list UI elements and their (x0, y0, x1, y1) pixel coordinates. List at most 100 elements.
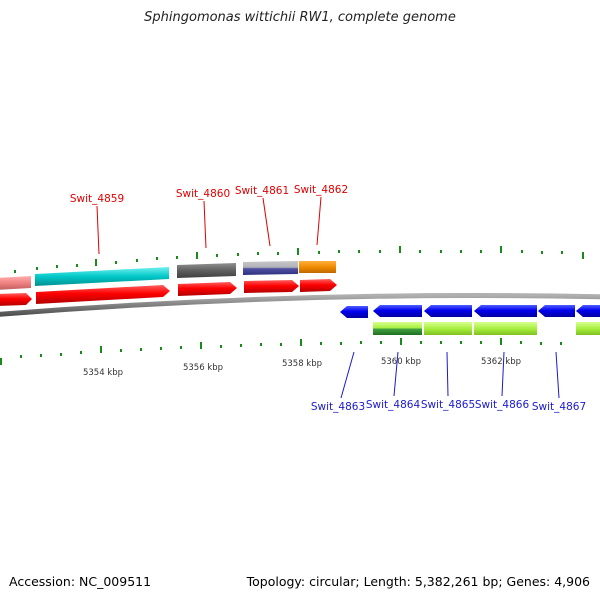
gene-label-swit-4859[interactable]: Swit_4859 (70, 193, 124, 205)
cds-arrow-swit-4863[interactable] (340, 306, 368, 318)
gene-label-swit-4865[interactable]: Swit_4865 (421, 399, 475, 411)
tick-mark (300, 339, 302, 346)
tick-mark (277, 252, 279, 255)
tick-mark (358, 250, 360, 253)
tick-mark (399, 246, 401, 253)
cds-arrow[interactable] (0, 293, 32, 306)
tick-mark (297, 248, 299, 255)
label-leader (340, 351, 355, 399)
tick-mark (20, 355, 22, 358)
tick-mark (140, 348, 142, 351)
tick-mark (480, 250, 482, 253)
gene-block-swit-4859[interactable] (35, 267, 169, 286)
tick-mark (318, 251, 320, 254)
tick-mark (240, 344, 242, 347)
ruler-label: 5360 kbp (381, 357, 421, 367)
gene-label-swit-4866[interactable]: Swit_4866 (475, 399, 530, 411)
accession-text: Accession: NC_009511 (9, 574, 152, 589)
tick-mark (320, 342, 322, 345)
tick-mark (520, 341, 522, 344)
cds-arrow-swit-4862[interactable] (300, 279, 337, 292)
gene-label-swit-4860[interactable]: Swit_4860 (176, 188, 230, 200)
tick-mark (561, 251, 563, 254)
label-leader (555, 351, 560, 399)
gene-block-swit-4866[interactable] (474, 322, 537, 335)
tick-mark (440, 250, 442, 253)
tick-mark (360, 341, 362, 344)
tick-mark (460, 341, 462, 344)
tick-mark (541, 251, 543, 254)
gene-block-swit-4865[interactable] (424, 322, 472, 335)
tick-mark (400, 338, 402, 345)
cds-arrow[interactable] (576, 305, 600, 317)
tick-mark (115, 261, 117, 264)
tick-mark (500, 338, 502, 345)
tick-mark (420, 341, 422, 344)
ruler-label: 5358 kbp (282, 359, 322, 369)
label-leader (262, 197, 271, 247)
cds-arrow-swit-4866[interactable] (474, 305, 537, 317)
tick-mark (0, 358, 2, 365)
tick-mark (500, 246, 502, 253)
label-leader (316, 196, 322, 246)
tick-mark (419, 250, 421, 253)
tick-mark (379, 250, 381, 253)
tick-mark (220, 345, 222, 348)
tick-mark (156, 257, 158, 260)
tick-mark (582, 252, 584, 259)
ruler-label: 5356 kbp (183, 363, 223, 373)
gene-block-swit-4860[interactable] (177, 263, 236, 278)
gene-block[interactable] (0, 276, 31, 290)
gene-block-swit-4867[interactable] (576, 322, 600, 335)
tick-mark (521, 250, 523, 253)
ruler-label: 5354 kbp (83, 368, 123, 378)
tick-mark (36, 267, 38, 270)
reverse-cds-track (340, 305, 600, 318)
gene-label-swit-4864[interactable]: Swit_4864 (366, 399, 421, 411)
tick-mark (60, 353, 62, 356)
gene-label-swit-4862[interactable]: Swit_4862 (294, 184, 348, 196)
tick-mark (40, 354, 42, 357)
tick-mark (257, 252, 259, 255)
tick-mark (340, 342, 342, 345)
cds-arrow-swit-4865[interactable] (424, 305, 472, 317)
tick-mark (560, 342, 562, 345)
cds-arrow-swit-4864[interactable] (373, 305, 422, 317)
map-title: Sphingomonas wittichii RW1, complete gen… (144, 10, 456, 25)
inner-tick-row (0, 338, 562, 365)
gene-label-swit-4867[interactable]: Swit_4867 (532, 401, 586, 413)
tick-mark (180, 346, 182, 349)
cds-arrow-swit-4859[interactable] (36, 285, 170, 304)
tick-mark (120, 349, 122, 352)
tick-mark (14, 270, 16, 273)
label-leader (96, 205, 100, 255)
tick-mark (338, 250, 340, 253)
cds-arrow-swit-4867[interactable] (538, 305, 575, 317)
tick-mark (160, 347, 162, 350)
reverse-gene-labels: Swit_4863 Swit_4864 Swit_4865 Swit_4866 … (311, 351, 586, 413)
tick-mark (136, 259, 138, 262)
tick-mark (237, 253, 239, 256)
label-leader (501, 351, 505, 397)
forward-cds-track (0, 279, 337, 306)
tick-mark (460, 250, 462, 253)
cds-arrow-swit-4861[interactable] (244, 280, 299, 293)
gene-label-swit-4861[interactable]: Swit_4861 (235, 185, 289, 197)
tick-mark (280, 343, 282, 346)
tick-mark (100, 346, 102, 353)
ruler-labels: 5354 kbp 5356 kbp 5358 kbp 5360 kbp 5362… (83, 357, 521, 378)
gene-block-swit-4864[interactable] (373, 322, 422, 335)
cds-arrow-swit-4860[interactable] (178, 282, 237, 296)
label-leader (203, 200, 207, 249)
forward-gene-track (0, 261, 336, 290)
tick-mark (440, 341, 442, 344)
gene-block-swit-4862[interactable] (299, 261, 336, 273)
gene-block-swit-4861[interactable] (243, 261, 298, 275)
gene-label-swit-4863[interactable]: Swit_4863 (311, 401, 365, 413)
tick-mark (540, 342, 542, 345)
tick-mark (216, 254, 218, 257)
reverse-gene-track (373, 322, 600, 335)
tick-mark (196, 252, 198, 259)
label-leader (446, 351, 449, 397)
